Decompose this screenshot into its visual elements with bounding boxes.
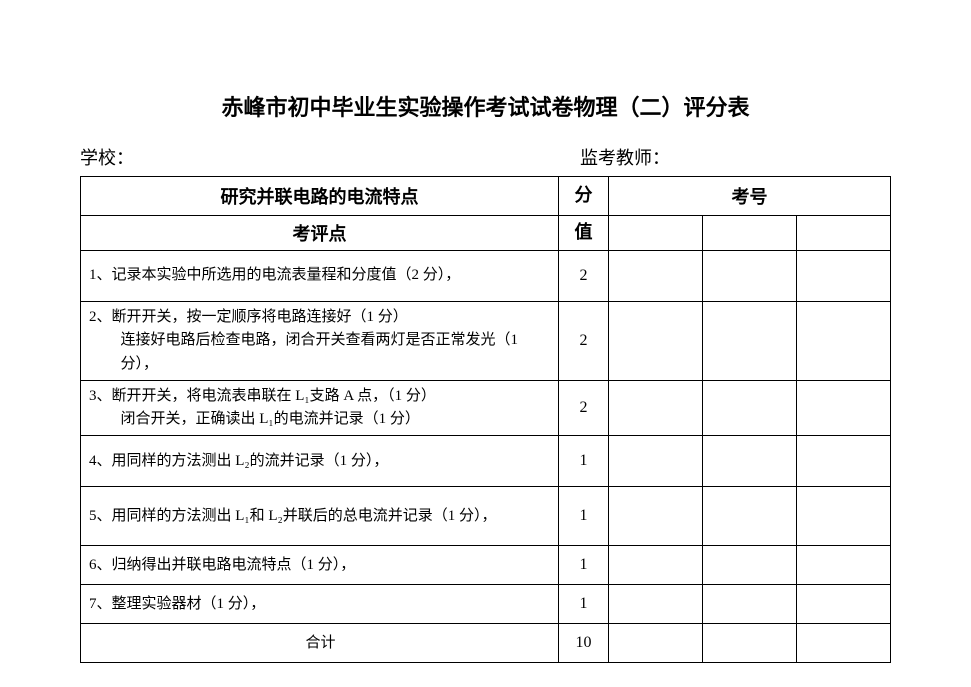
table-row: 5、用同样的方法测出 L₁和 L₂并联后的总电流并记录（1 分）， 1 bbox=[81, 487, 891, 546]
criteria-cell: 2、断开开关，按一定顺序将电路连接好（1 分） 连接好电路后检查电路，闭合开关查… bbox=[81, 302, 559, 381]
criteria-cell: 5、用同样的方法测出 L₁和 L₂并联后的总电流并记录（1 分）， bbox=[81, 487, 559, 546]
student-score-cell bbox=[609, 251, 703, 302]
total-score: 10 bbox=[559, 624, 609, 663]
student-total-cell bbox=[797, 624, 891, 663]
criteria-cell: 7、整理实验器材（1 分）， bbox=[81, 585, 559, 624]
page: 赤峰市初中毕业生实验操作考试试卷物理（二）评分表 学校： 监考教师： 研究并联电… bbox=[0, 0, 971, 663]
exam-no-cell bbox=[797, 216, 891, 251]
score-cell: 2 bbox=[559, 380, 609, 436]
student-score-cell bbox=[609, 546, 703, 585]
student-score-cell bbox=[797, 487, 891, 546]
student-score-cell bbox=[703, 546, 797, 585]
student-score-cell bbox=[703, 487, 797, 546]
header-row-2: 考评点 值 bbox=[81, 216, 891, 251]
student-total-cell bbox=[703, 624, 797, 663]
total-label: 合计 bbox=[81, 624, 559, 663]
table-row: 7、整理实验器材（1 分）， 1 bbox=[81, 585, 891, 624]
score-header-top: 分 bbox=[559, 177, 609, 216]
meta-row: 学校： 监考教师： bbox=[80, 144, 891, 170]
student-score-cell bbox=[703, 585, 797, 624]
criteria-cell: 6、归纳得出并联电路电流特点（1 分）， bbox=[81, 546, 559, 585]
score-cell: 1 bbox=[559, 585, 609, 624]
table-row: 3、断开开关，将电流表串联在 L₁支路 A 点，（1 分） 闭合开关，正确读出 … bbox=[81, 380, 891, 436]
proctor-label: 监考教师： bbox=[580, 144, 891, 170]
criteria-text: 3、断开开关，将电流表串联在 L₁支路 A 点，（1 分） bbox=[89, 385, 552, 408]
criteria-text: 5、用同样的方法测出 L₁和 L₂并联后的总电流并记录（1 分）， bbox=[89, 505, 552, 528]
criteria-text: 闭合开关，正确读出 L₁的电流并记录（1 分） bbox=[89, 408, 552, 431]
student-score-cell bbox=[609, 302, 703, 381]
score-cell: 2 bbox=[559, 251, 609, 302]
criteria-cell: 1、记录本实验中所选用的电流表量程和分度值（2 分）， bbox=[81, 251, 559, 302]
student-score-cell bbox=[609, 380, 703, 436]
page-title: 赤峰市初中毕业生实验操作考试试卷物理（二）评分表 bbox=[80, 90, 891, 122]
student-score-cell bbox=[797, 380, 891, 436]
table-row: 1、记录本实验中所选用的电流表量程和分度值（2 分）， 2 bbox=[81, 251, 891, 302]
criteria-text: 4、用同样的方法测出 L₂的流并记录（1 分）， bbox=[89, 450, 552, 473]
criteria-header: 考评点 bbox=[81, 216, 559, 251]
score-cell: 1 bbox=[559, 487, 609, 546]
criteria-text: 6、归纳得出并联电路电流特点（1 分）， bbox=[89, 554, 552, 577]
student-score-cell bbox=[703, 380, 797, 436]
criteria-text: 1、记录本实验中所选用的电流表量程和分度值（2 分）， bbox=[89, 264, 552, 287]
criteria-text: 连接好电路后检查电路，闭合开关查看两灯是否正常发光（1 分）， bbox=[89, 329, 552, 376]
criteria-cell: 3、断开开关，将电流表串联在 L₁支路 A 点，（1 分） 闭合开关，正确读出 … bbox=[81, 380, 559, 436]
table-row: 4、用同样的方法测出 L₂的流并记录（1 分）， 1 bbox=[81, 436, 891, 487]
criteria-text: 2、断开开关，按一定顺序将电路连接好（1 分） bbox=[89, 306, 552, 329]
student-score-cell bbox=[797, 546, 891, 585]
topic-header: 研究并联电路的电流特点 bbox=[81, 177, 559, 216]
scoring-table: 研究并联电路的电流特点 分 考号 考评点 值 1、记录本实验中所选用的电流表量程… bbox=[80, 176, 891, 663]
student-score-cell bbox=[609, 487, 703, 546]
table-row: 6、归纳得出并联电路电流特点（1 分）， 1 bbox=[81, 546, 891, 585]
criteria-text: 7、整理实验器材（1 分）， bbox=[89, 593, 552, 616]
school-label: 学校： bbox=[80, 144, 580, 170]
criteria-cell: 4、用同样的方法测出 L₂的流并记录（1 分）， bbox=[81, 436, 559, 487]
student-total-cell bbox=[609, 624, 703, 663]
exam-no-cell bbox=[609, 216, 703, 251]
score-cell: 1 bbox=[559, 546, 609, 585]
student-score-cell bbox=[609, 585, 703, 624]
student-score-cell bbox=[703, 302, 797, 381]
table-row: 2、断开开关，按一定顺序将电路连接好（1 分） 连接好电路后检查电路，闭合开关查… bbox=[81, 302, 891, 381]
student-score-cell bbox=[797, 251, 891, 302]
exam-no-header: 考号 bbox=[609, 177, 891, 216]
student-score-cell bbox=[797, 302, 891, 381]
score-cell: 2 bbox=[559, 302, 609, 381]
exam-no-cell bbox=[703, 216, 797, 251]
student-score-cell bbox=[609, 436, 703, 487]
header-row-1: 研究并联电路的电流特点 分 考号 bbox=[81, 177, 891, 216]
student-score-cell bbox=[797, 436, 891, 487]
total-row: 合计 10 bbox=[81, 624, 891, 663]
student-score-cell bbox=[703, 436, 797, 487]
student-score-cell bbox=[703, 251, 797, 302]
score-cell: 1 bbox=[559, 436, 609, 487]
score-header-bottom: 值 bbox=[559, 216, 609, 251]
student-score-cell bbox=[797, 585, 891, 624]
